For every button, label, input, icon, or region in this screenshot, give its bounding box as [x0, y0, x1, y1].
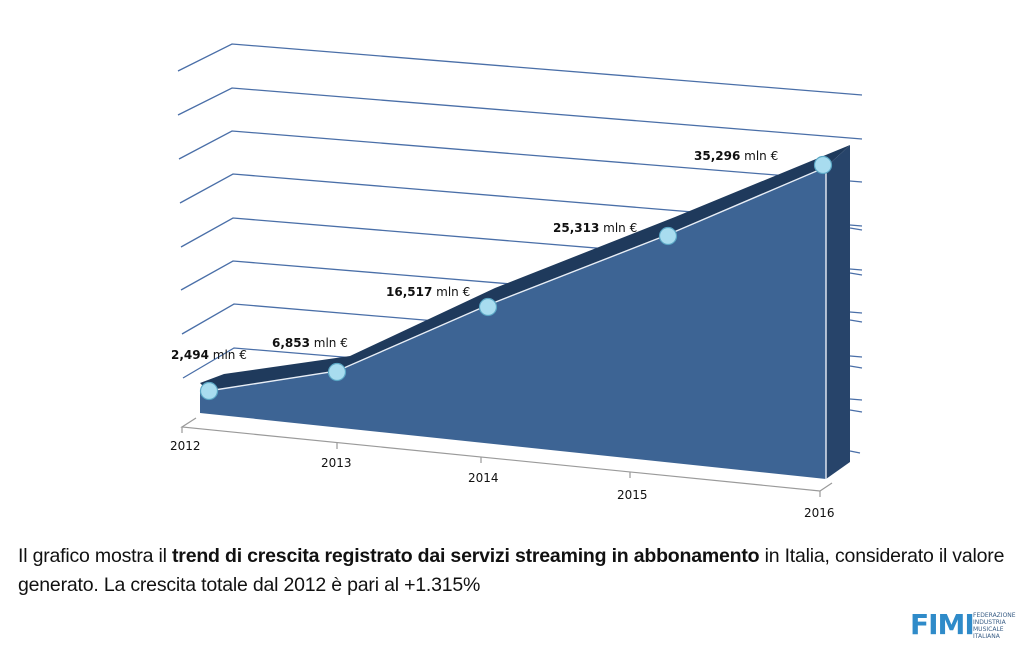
marker-2012 — [199, 381, 219, 401]
caption-bold: trend di crescita registrato dai servizi… — [172, 545, 760, 567]
logo-line-4: ITALIANA — [973, 633, 1000, 640]
x-tick-2014: 2014 — [468, 471, 499, 485]
logo-wordmark: FIMI — [910, 608, 975, 641]
area-front — [200, 167, 826, 479]
data-label-2012: 2,494 mln € — [171, 348, 247, 362]
x-tick-2016: 2016 — [804, 506, 835, 520]
marker-2014 — [478, 297, 498, 317]
marker-2015 — [658, 226, 678, 246]
logo-line-3: MUSICALE — [973, 626, 1004, 633]
logo-line-2: INDUSTRIA — [973, 619, 1006, 626]
logo-subtitle: FEDERAZIONE INDUSTRIA MUSICALE ITALIANA — [973, 612, 1016, 640]
x-tick-2013: 2013 — [321, 456, 352, 470]
marker-2016 — [813, 155, 833, 175]
data-markers — [199, 155, 833, 401]
fimi-logo: FIMI FEDERAZIONE INDUSTRIA MUSICALE ITAL… — [910, 606, 1020, 648]
x-axis — [180, 417, 833, 497]
area-chart-3d: 2,494 mln € 6,853 mln € 16,517 mln € 25,… — [170, 43, 863, 520]
logo-line-1: FEDERAZIONE — [973, 612, 1016, 619]
caption-part2: in Italia, considerato il valore generat… — [18, 545, 1005, 596]
marker-2013 — [327, 362, 347, 382]
data-label-2013: 6,853 mln € — [272, 336, 348, 350]
gridlines — [177, 43, 863, 454]
data-label-2016: 35,296 mln € — [694, 149, 778, 163]
chart-caption: Il grafico mostra il trend di crescita r… — [18, 542, 1008, 600]
area-edge-highlight — [207, 165, 827, 479]
caption-part1: Il grafico mostra il — [18, 545, 173, 567]
x-tick-2015: 2015 — [617, 488, 648, 502]
data-label-2014: 16,517 mln € — [386, 285, 470, 299]
area-side — [826, 145, 850, 479]
data-label-2015: 25,313 mln € — [553, 221, 637, 235]
x-tick-2012: 2012 — [170, 439, 201, 453]
